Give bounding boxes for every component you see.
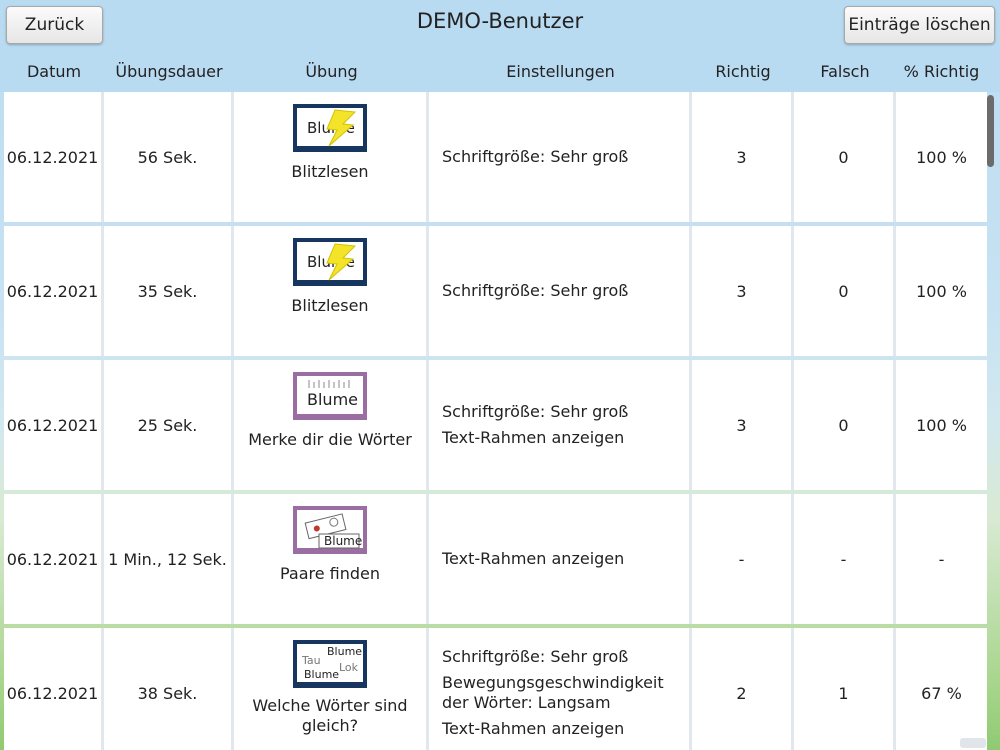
settings-cell: Text-Rahmen anzeigen [429,494,692,624]
exercise-cell: Blume Tau Lok Blume Welche Wörter sind g… [234,628,429,750]
percent-cell: 67 % [921,683,962,703]
setting-line: Text-Rahmen anzeigen [442,719,625,738]
column-header-percent: % Richtig [903,62,980,81]
column-header-exercise: Übung [305,62,358,81]
pairs-icon: Blume [293,506,367,554]
percent-cell: 100 % [916,147,967,167]
column-header-wrong: Falsch [820,62,870,81]
percent-cell: - [938,549,945,569]
duration-cell: 25 Sek. [104,360,234,490]
wrong-cell: - [794,494,896,624]
settings-cell: Schriftgröße: Sehr groß Bewegungsgeschwi… [429,628,692,750]
duration-cell: 35 Sek. [104,226,234,356]
wrong-cell: 1 [794,628,896,750]
date-cell: 06.12.2021 [4,628,104,750]
setting-line: Bewegungsgeschwindigkeit [442,673,664,692]
icon-word: Lok [339,661,359,674]
exercise-cell: Blume Merke dir die Wörter [234,360,429,490]
setting-line: der Wörter: Langsam [442,693,611,712]
table-row[interactable]: 06.12.2021 56 Sek. Blume Blitzlesen Schr… [4,92,987,222]
page-title: DEMO-Benutzer [416,9,584,33]
settings-cell: Schriftgröße: Sehr groß [429,92,692,222]
icon-word: Blume [327,645,363,658]
setting-line: Text-Rahmen anzeigen [442,428,625,447]
exercise-cell: Blume Blitzlesen [234,92,429,222]
date-cell: 06.12.2021 [4,494,104,624]
exercise-name: Blitzlesen [291,296,369,315]
settings-cell: Schriftgröße: Sehr groß [429,226,692,356]
column-header-duration: Übungsdauer [115,62,223,81]
date-cell: 06.12.2021 [4,226,104,356]
settings-cell: Schriftgröße: Sehr groß Text-Rahmen anze… [429,360,692,490]
exercise-name-line: gleich? [301,716,359,735]
exercise-cell: Blume Blitzlesen [234,226,429,356]
setting-line: Schriftgröße: Sehr groß [442,281,629,300]
blitz-icon: Blume [293,238,367,286]
column-header-correct: Richtig [715,62,771,81]
date-cell: 06.12.2021 [4,360,104,490]
exercise-name: Merke dir die Wörter [248,430,412,449]
setting-line: Schriftgröße: Sehr groß [442,402,629,421]
ruler-ticks-icon [308,380,350,388]
correct-cell: 3 [692,226,794,356]
lightning-bolt-icon [326,243,357,281]
date-cell: 06.12.2021 [4,92,104,222]
correct-cell: - [692,494,794,624]
icon-word: Tau [302,654,321,667]
exercise-name: Welche Wörter sind gleich? [252,696,407,736]
column-header-date: Datum [26,62,82,81]
table-row[interactable]: 06.12.2021 38 Sek. Blume Tau Lok Blume W… [4,628,987,750]
correct-cell: 3 [692,92,794,222]
duration-cell: 38 Sek. [104,628,234,750]
results-table[interactable]: 06.12.2021 56 Sek. Blume Blitzlesen Schr… [4,92,987,750]
header-bar [0,0,1000,92]
exercise-cell: Blume Paare finden [234,494,429,624]
icon-word: Blume [307,390,358,409]
back-button[interactable]: Zurück [6,6,103,44]
table-row[interactable]: 06.12.2021 1 Min., 12 Sek. Blume Paare f… [4,494,987,624]
duration-cell: 1 Min., 12 Sek. [104,494,234,624]
column-header-settings: Einstellungen [506,62,615,81]
exercise-name-line: Welche Wörter sind [252,696,408,715]
setting-line: Schriftgröße: Sehr groß [442,647,629,666]
duration-cell: 56 Sek. [104,92,234,222]
cards-icon [304,513,360,549]
setting-line: Text-Rahmen anzeigen [442,549,625,568]
same-words-icon: Blume Tau Lok Blume [293,640,367,688]
blitz-icon: Blume [293,104,367,152]
resize-handle [960,738,986,748]
icon-word: Blume [324,534,363,548]
wrong-cell: 0 [794,92,896,222]
correct-cell: 3 [692,360,794,490]
lightning-bolt-icon [326,109,357,147]
clear-entries-button[interactable]: Einträge löschen [844,6,995,44]
wrong-cell: 0 [794,360,896,490]
vertical-scrollbar[interactable] [987,95,994,167]
table-row[interactable]: 06.12.2021 25 Sek. Blume Merke dir die W… [4,360,987,490]
exercise-name: Paare finden [279,564,381,583]
table-row[interactable]: 06.12.2021 35 Sek. Blume Blitzlesen Schr… [4,226,987,356]
memory-icon: Blume [293,372,367,420]
percent-cell: 100 % [916,281,967,301]
icon-word: Blume [304,668,340,681]
setting-line: Schriftgröße: Sehr groß [442,147,629,166]
wrong-cell: 0 [794,226,896,356]
exercise-name: Blitzlesen [291,162,369,181]
correct-cell: 2 [692,628,794,750]
percent-cell: 100 % [916,415,967,435]
